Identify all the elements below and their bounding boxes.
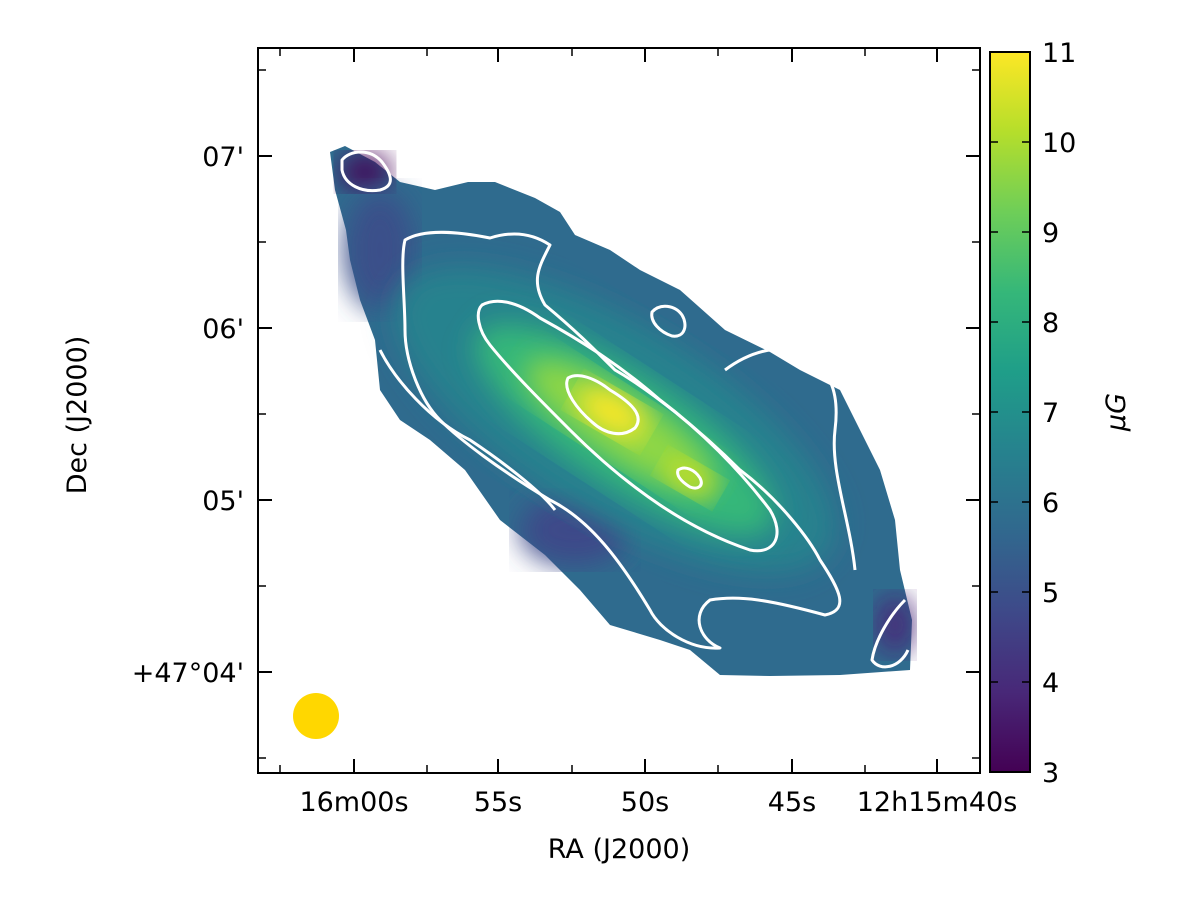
x-tick-label: 12h15m40s [857,787,1018,818]
colorbar-tick-label: 4 [1042,668,1059,699]
colorbar-label: μG [1101,393,1132,432]
contour-level-10 [565,374,640,436]
y-axis-label: Dec (J2000) [62,336,93,495]
colorbar-tick-label: 10 [1042,128,1076,159]
dark-edge-left [345,190,415,310]
contour-top-knot [340,150,392,193]
y-tick-label: 06' [202,314,244,345]
colorbar-ticks: 3 4 5 6 7 8 9 10 11 [990,38,1076,789]
contour-right-knot [870,598,910,669]
colorbar-tick-label: 5 [1042,578,1059,609]
secondary-peak-glow [662,458,718,498]
y-tick-label: 07' [202,142,244,173]
y-axis-ticks: +47°04' 05' 06' 07' [132,69,980,759]
colorbar-tick-label: 7 [1042,398,1059,429]
colorbar-tick-label: 11 [1042,38,1076,69]
contours [340,150,910,669]
x-tick-label: 55s [474,787,522,818]
contour-level-10-small [676,466,703,490]
contour-level-6-right [724,347,857,571]
x-axis-label: RA (J2000) [548,834,690,865]
x-tick-label: 50s [621,787,669,818]
contour-small-island [650,304,687,338]
dark-knot-right [877,595,913,655]
y-tick-label: 05' [202,486,244,517]
dark-knot-top [339,154,391,190]
beam-ellipse [293,693,339,739]
x-axis-ticks: 16m00s 55s 50s 45s 12h15m40s [279,48,1018,818]
peak-glow [577,386,647,438]
plot-frame [257,47,981,774]
colorbar-tick-label: 3 [1042,758,1059,789]
y-tick-label: +47°04' [132,658,244,689]
contour-level-6-left-arc [378,349,557,511]
contour-level-8 [476,299,779,553]
colorbar-tick-label: 8 [1042,308,1059,339]
contour-level-6 [401,230,842,650]
x-tick-label: 45s [768,787,816,818]
colorbar-tick-label: 6 [1042,488,1059,519]
x-tick-label: 16m00s [299,787,408,818]
colorbar-tick-label: 9 [1042,218,1059,249]
